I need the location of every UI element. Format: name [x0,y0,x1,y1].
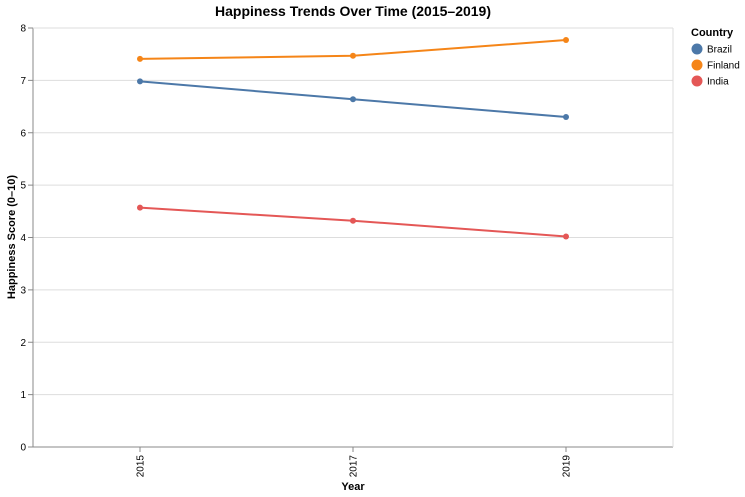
legend-title: Country [691,27,734,39]
y-gridlines [33,79,673,396]
data-point-finland [137,55,143,62]
y-tick-label: 4 [20,233,26,244]
x-tick-label: 2017 [349,455,360,478]
x-tick-label: 2019 [562,455,573,478]
x-axis-ticks: 2015 2017 2019 [136,447,573,477]
legend-swatch-brazil [691,43,703,55]
y-axis-ticks: 0 1 2 3 4 5 6 7 8 [20,24,33,454]
y-tick-label: 0 [20,443,26,454]
data-point-finland [563,37,569,44]
x-axis-title: Year [341,481,365,493]
y-tick-label: 1 [20,390,26,401]
y-axis-title: Happiness Score (0–10) [6,175,18,299]
data-point-india [137,204,143,211]
data-point-finland [350,52,356,59]
legend-label-india: India [707,77,729,88]
data-point-india [563,233,569,240]
y-tick-label: 2 [20,338,26,349]
legend-label-finland: Finland [707,61,740,72]
y-tick-label: 3 [20,285,26,296]
legend-swatch-finland [691,59,703,71]
y-tick-label: 5 [20,181,26,192]
legend: Country Brazil Finland India [691,27,740,88]
data-point-brazil [137,78,143,85]
legend-items: Brazil Finland India [691,43,740,88]
legend-swatch-india [691,75,703,87]
chart-title: Happiness Trends Over Time (2015–2019) [215,3,491,19]
data-point-brazil [350,96,356,103]
data-point-india [350,217,356,224]
legend-label-brazil: Brazil [707,45,732,56]
y-tick-label: 7 [20,76,26,87]
series-layer [137,37,569,240]
data-point-brazil [563,114,569,121]
y-tick-label: 8 [20,24,26,35]
y-tick-label: 6 [20,128,26,139]
x-tick-label: 2015 [136,455,147,478]
